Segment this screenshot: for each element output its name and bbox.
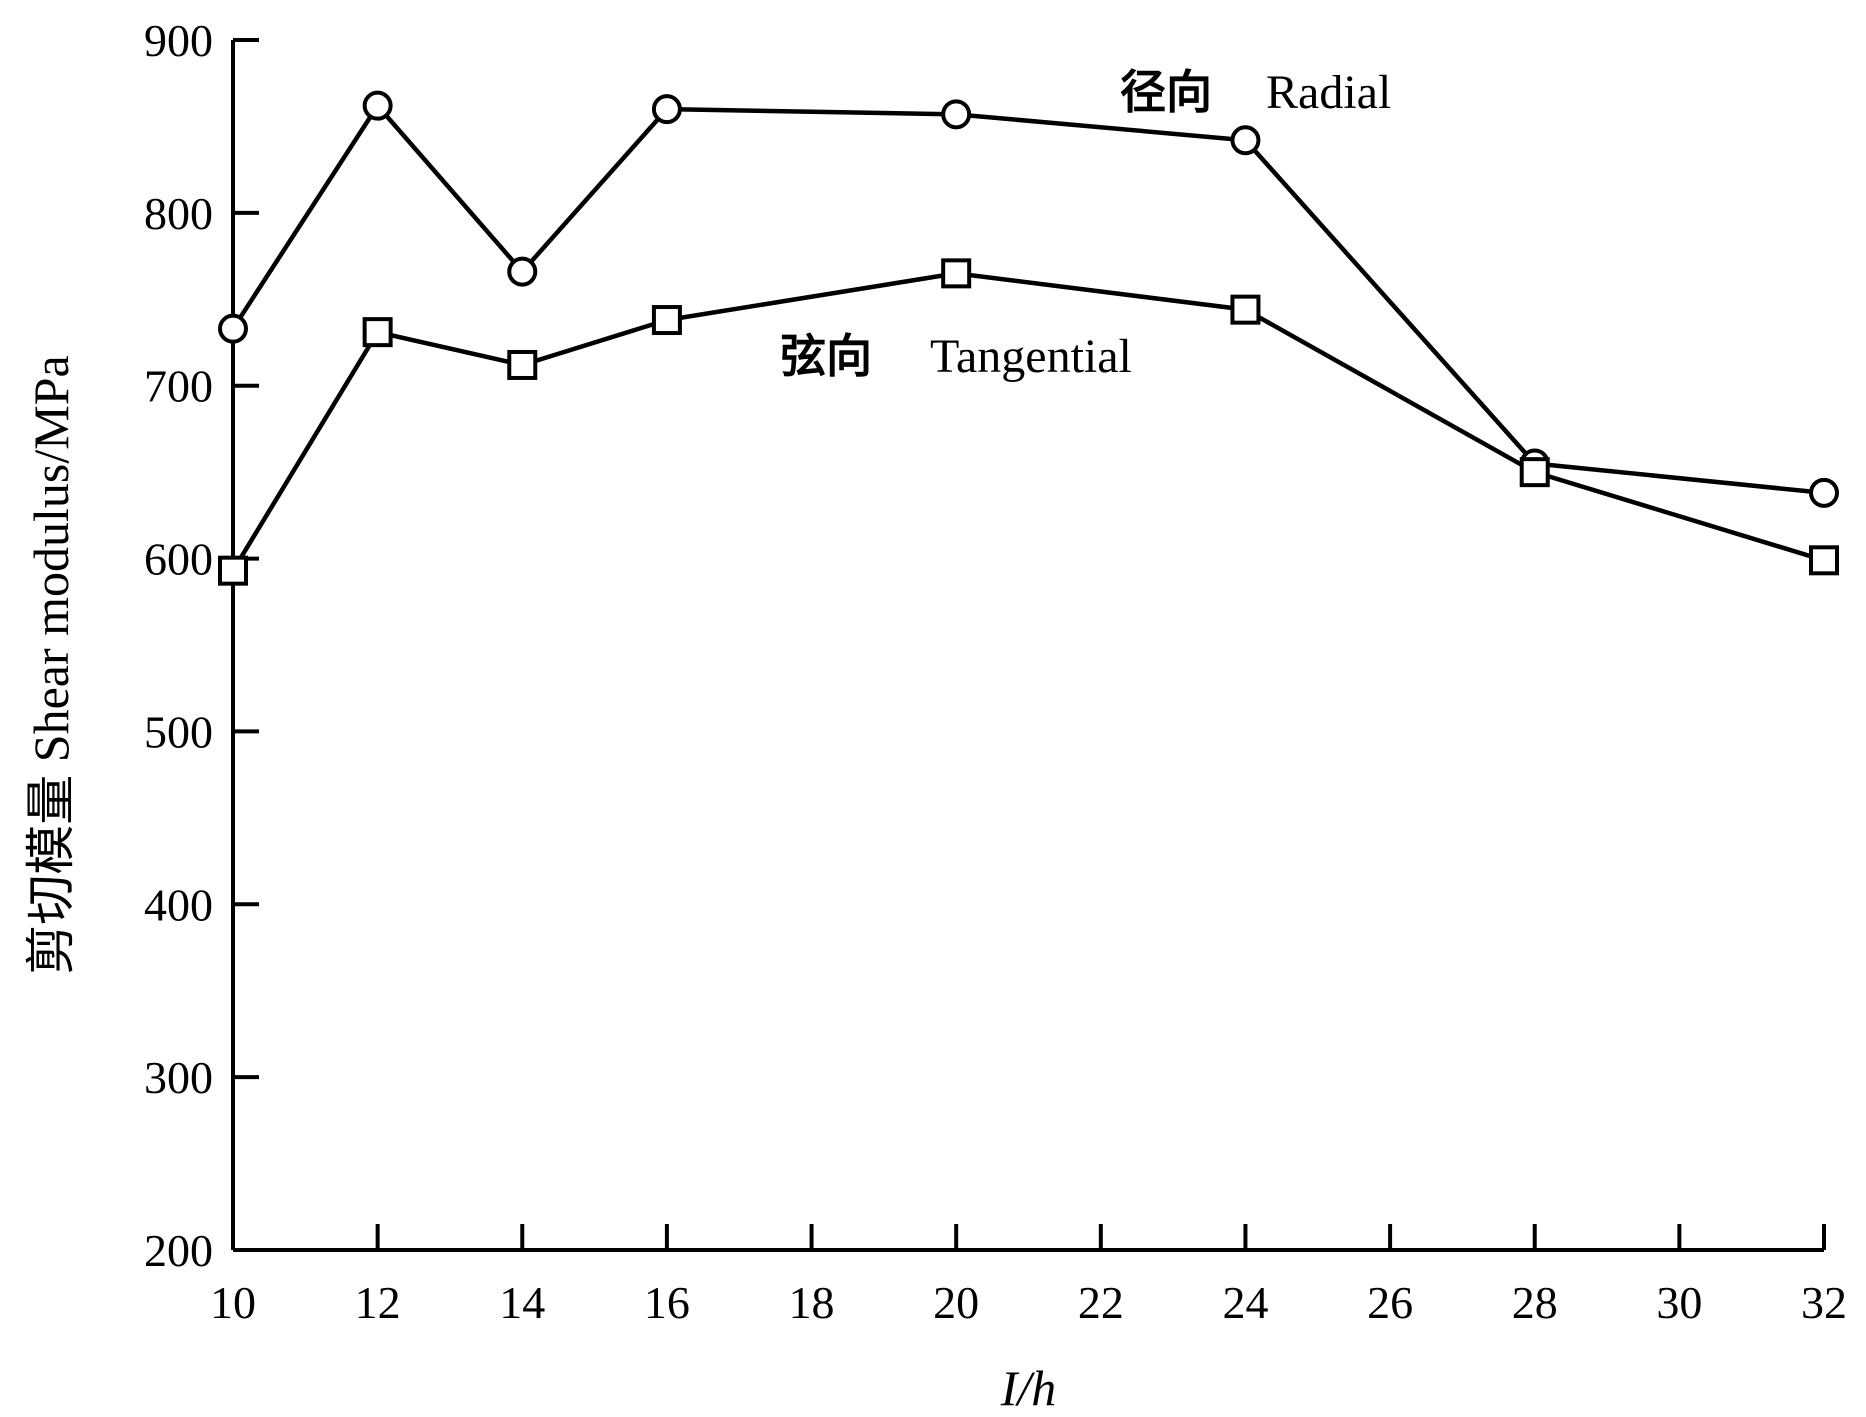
series-radial [218,90,1839,508]
y-tick-label-500: 500 [144,706,213,757]
point-tangential-14 [507,349,538,380]
x-tick-label-16: 16 [644,1277,690,1328]
point-tangential-32 [1809,545,1839,576]
point-radial-32 [1809,477,1839,508]
axes: 200 300 400 500 600 700 800 900 10 12 14 16 18 20 22 24… [144,15,1847,1328]
x-tick-label-24: 24 [1222,1277,1268,1328]
x-tick-label-10: 10 [210,1277,256,1328]
y-tick-label-600: 600 [144,534,213,585]
x-tick-label-20: 20 [933,1277,979,1328]
point-radial-14 [507,256,538,287]
x-tick-label-22: 22 [1078,1277,1124,1328]
radial-label-cn: 径向 [1120,65,1212,119]
point-radial-12 [362,90,393,121]
x-tick-label-14: 14 [499,1277,545,1328]
point-tangential-20 [941,258,972,289]
y-axis-title: 剪切模量 Shear modulus/MPa [23,355,79,974]
x-tick-label-18: 18 [789,1277,835,1328]
series-layer [218,90,1839,586]
x-axis-title: I/h [1000,1360,1057,1416]
annotation-layer: 径向 Radial 弦向 Tangential [780,65,1391,383]
point-tangential-28 [1519,457,1550,488]
point-radial-20 [941,99,972,130]
x-tick-label-32: 32 [1801,1277,1847,1328]
point-radial-10 [218,313,248,344]
point-tangential-16 [651,305,682,336]
point-tangential-24 [1230,294,1261,325]
y-tick-label-200: 200 [144,1225,213,1276]
tangential-label-cn: 弦向 [780,329,872,383]
y-tick-label-900: 900 [144,15,213,66]
tangential-label-en: Tangential [930,330,1132,383]
series-line-radial [231,103,1825,496]
y-tick-label-700: 700 [144,361,213,412]
series-tangential [218,258,1839,586]
point-radial-16 [651,94,682,125]
y-tick-label-800: 800 [144,188,213,239]
x-tick-label-26: 26 [1367,1277,1413,1328]
y-tick-label-400: 400 [144,879,213,930]
radial-label-en: Radial [1266,66,1391,119]
x-tick-label-12: 12 [355,1277,401,1328]
x-tick-label-28: 28 [1512,1277,1558,1328]
point-tangential-12 [362,317,393,348]
series-line-tangential [231,271,1825,572]
point-radial-24 [1230,125,1261,156]
x-tick-label-30: 30 [1656,1277,1702,1328]
point-tangential-10 [218,555,248,586]
y-tick-label-300: 300 [144,1052,213,1103]
